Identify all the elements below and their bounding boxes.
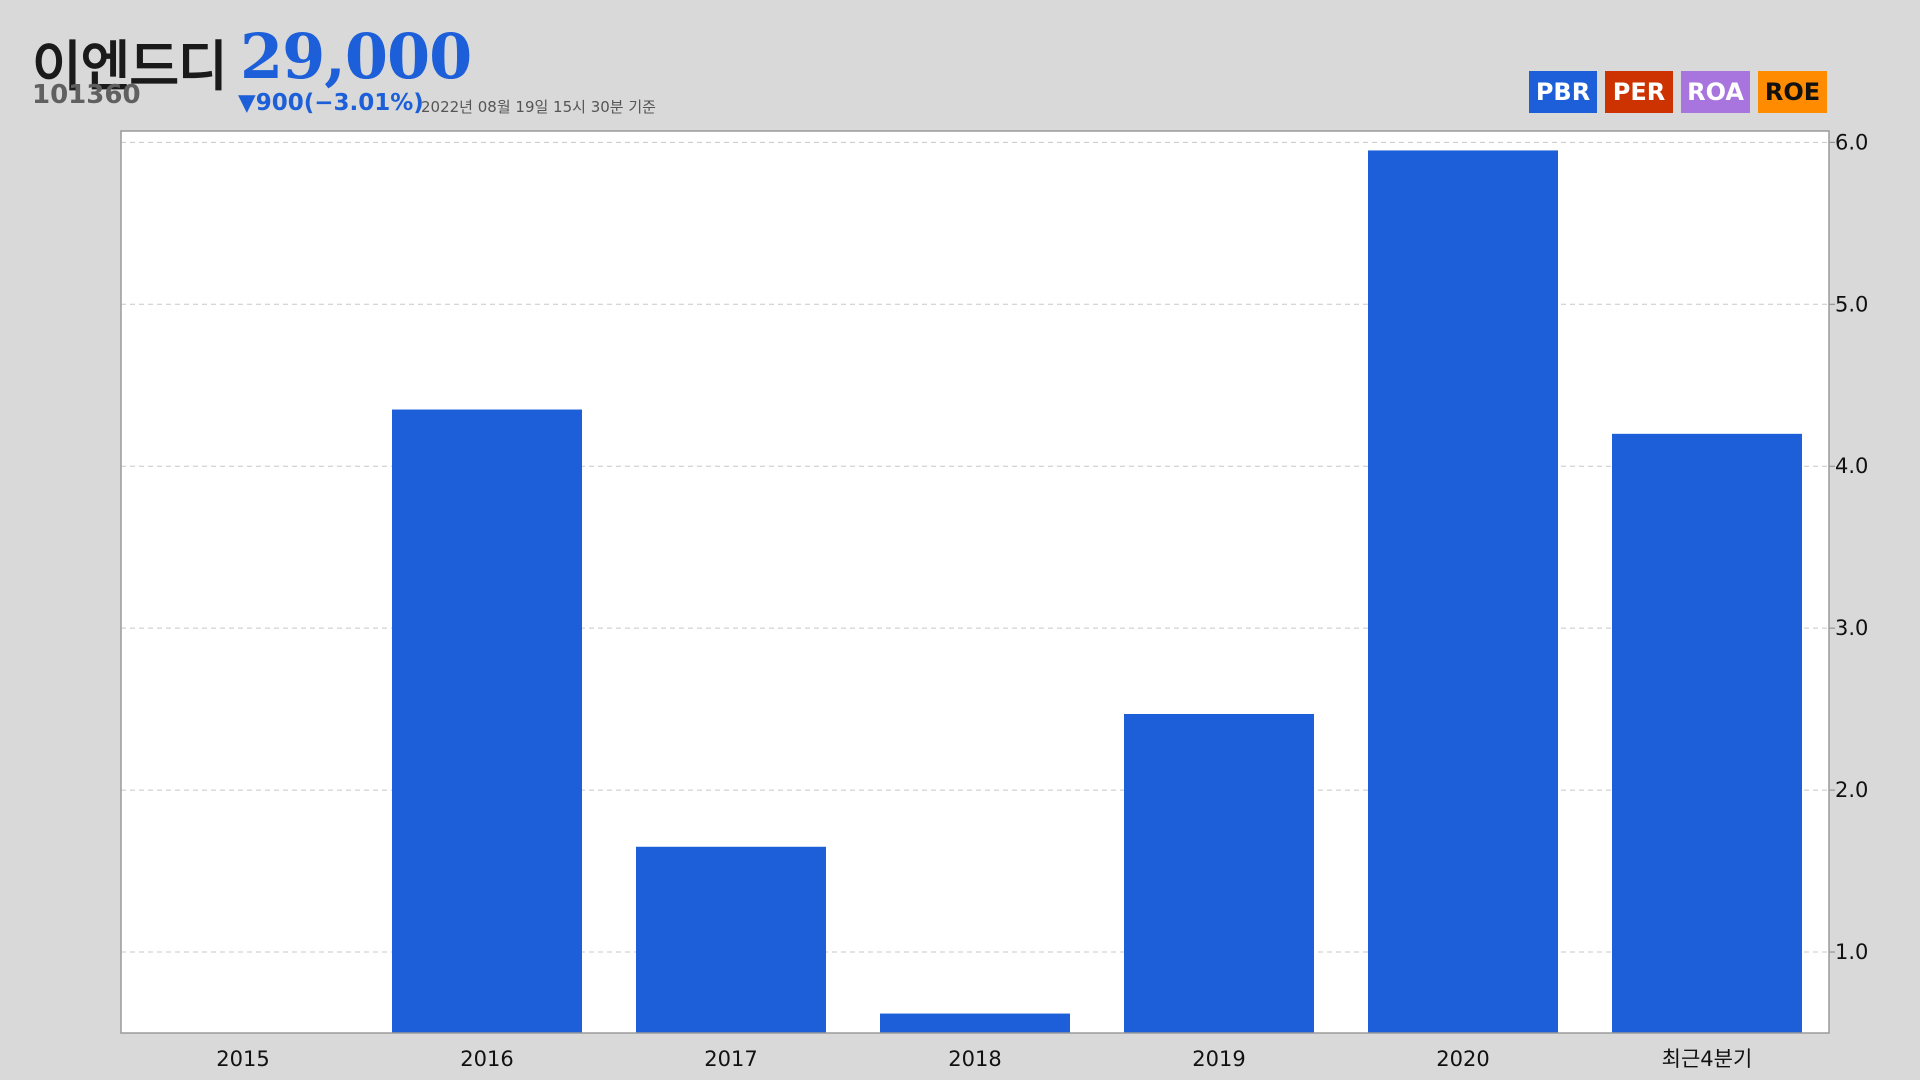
bar-2016: [392, 409, 582, 1033]
x-tick-label: 2020: [1436, 1047, 1489, 1071]
tab-per[interactable]: PER: [1605, 71, 1673, 113]
price-change: ▼900(−3.01%): [238, 90, 424, 116]
x-tick-label: 2017: [704, 1047, 757, 1071]
x-tick-label: 2015: [216, 1047, 269, 1071]
y-tick-label: 4.0: [1835, 454, 1868, 478]
current-price: 29,000: [240, 20, 472, 93]
y-tick-label: 2.0: [1835, 778, 1868, 802]
y-tick-label: 5.0: [1835, 292, 1868, 316]
y-tick-label: 3.0: [1835, 616, 1868, 640]
bar-2020: [1368, 150, 1558, 1033]
metric-tabs: PBR PER ROA ROE: [1529, 71, 1827, 113]
bar-2019: [1124, 713, 1314, 1033]
x-tick-label: 2016: [460, 1047, 513, 1071]
bar-2018: [880, 1013, 1070, 1033]
plot-border: [120, 130, 1830, 1034]
stock-code: 101360: [32, 80, 141, 110]
y-tick-label: 1.0: [1835, 940, 1868, 964]
plot-area: [121, 131, 1829, 1033]
bar-최근4분기: [1612, 433, 1802, 1033]
y-tick-label: 6.0: [1835, 130, 1868, 154]
bar-2017: [636, 846, 826, 1033]
tab-roe[interactable]: ROE: [1758, 71, 1827, 113]
tab-pbr[interactable]: PBR: [1529, 71, 1597, 113]
as-of-timestamp: 2022년 08월 19일 15시 30분 기준: [421, 98, 656, 116]
stock-name: 이엔드디: [32, 35, 228, 98]
x-tick-label: 최근4분기: [1662, 1047, 1753, 1071]
x-tick-label: 2019: [1192, 1047, 1245, 1071]
x-tick-label: 2018: [948, 1047, 1001, 1071]
tab-roa[interactable]: ROA: [1681, 71, 1750, 113]
